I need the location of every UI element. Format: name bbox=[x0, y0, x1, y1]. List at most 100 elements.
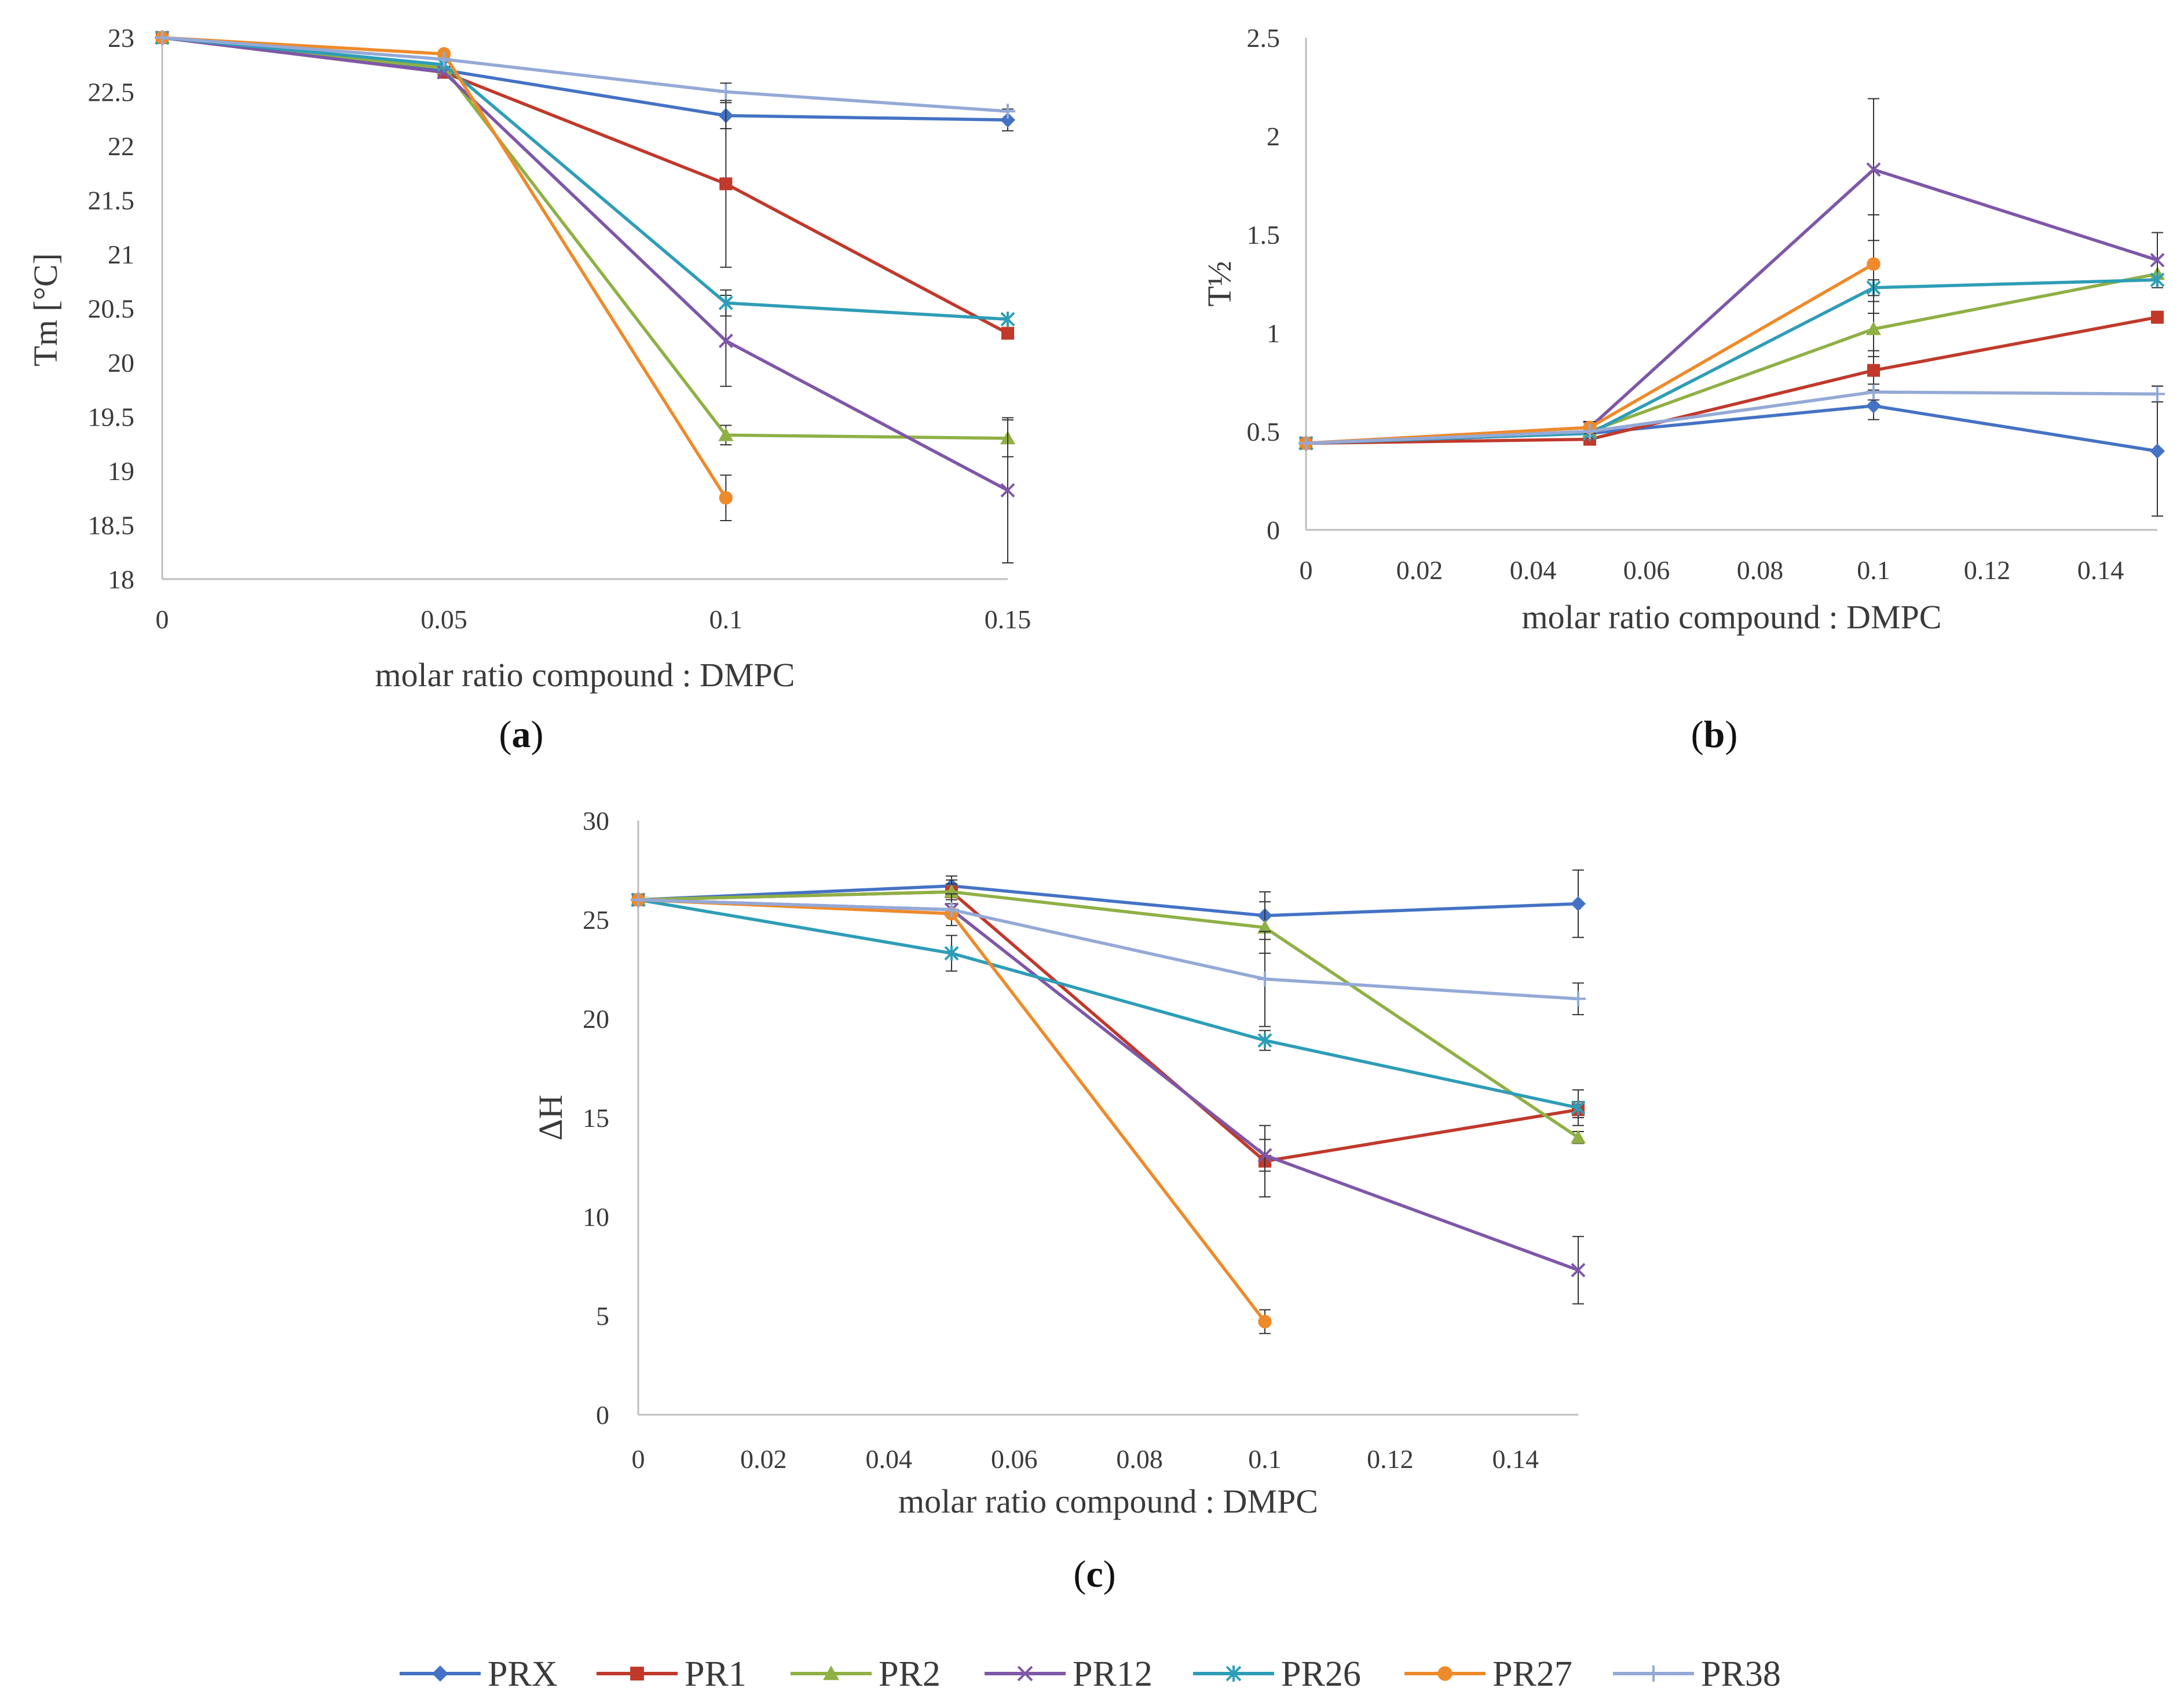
series-pr38 bbox=[631, 892, 1586, 1027]
y-tick-label: 21.5 bbox=[88, 186, 135, 215]
panel-a-chart: 18 18.5 19 19.5 20 20.5 21 21.5 22 22.5 23 0 0.05 0.1… bbox=[27, 23, 1031, 756]
data-point bbox=[1571, 1262, 1586, 1277]
data-point bbox=[1257, 971, 1272, 987]
data-point bbox=[1000, 104, 1015, 119]
data-point bbox=[1001, 327, 1015, 340]
panel-label: (a) bbox=[499, 713, 544, 756]
data-point bbox=[1000, 312, 1015, 327]
legend: PRX PR1 PR2 PR12 PR26 PR27 PR38 bbox=[400, 1654, 1781, 1694]
panel-letter: a bbox=[512, 713, 531, 756]
legend-label: PR27 bbox=[1492, 1654, 1572, 1694]
series-line bbox=[1305, 390, 2158, 445]
y-tick-label: 30 bbox=[583, 806, 609, 836]
legend-label: PR38 bbox=[1701, 1654, 1781, 1694]
data-point bbox=[436, 52, 452, 67]
x-tick-label: 0.08 bbox=[1116, 1444, 1163, 1474]
y-tick-label: 2.5 bbox=[1247, 23, 1281, 53]
series-pr26 bbox=[631, 892, 1586, 1126]
data-point bbox=[1298, 435, 1314, 451]
x-tick-label: 0.14 bbox=[2077, 555, 2124, 585]
x-tick-label: 0.1 bbox=[1857, 555, 1890, 585]
data-point bbox=[1257, 1148, 1272, 1163]
data-point bbox=[718, 427, 734, 441]
y-tick-label: 0.5 bbox=[1247, 417, 1281, 446]
series-pr12 bbox=[631, 892, 1586, 1305]
x-tick-label: 0.15 bbox=[985, 605, 1031, 634]
series-pr38 bbox=[155, 30, 1015, 119]
data-point bbox=[1866, 321, 1881, 335]
y-tick-label: 1.5 bbox=[1247, 220, 1281, 250]
data-point bbox=[631, 892, 646, 907]
x-axis-title: molar ratio compound : DMPC bbox=[375, 656, 795, 694]
panel-c-chart: 0 5 10 15 20 25 30 0 0.02 0.04 0.06 0.08 0.1 0.12 0.14… bbox=[532, 806, 1586, 1595]
y-tick-label: 20.5 bbox=[88, 294, 135, 324]
series-line bbox=[638, 884, 1579, 917]
legend-item-pr2: PR2 bbox=[791, 1654, 941, 1694]
legend-marker bbox=[1225, 1665, 1242, 1682]
data-point bbox=[718, 334, 733, 349]
data-point bbox=[719, 177, 733, 191]
data-point bbox=[1000, 483, 1015, 498]
legend-marker bbox=[1017, 1665, 1033, 1682]
data-point bbox=[1571, 991, 1586, 1006]
x-tick-label: 0.06 bbox=[991, 1444, 1038, 1474]
data-point bbox=[1582, 424, 1597, 439]
data-point bbox=[2150, 444, 2165, 459]
y-tick-label: 19.5 bbox=[88, 402, 135, 432]
data-point bbox=[719, 491, 733, 505]
data-point bbox=[1257, 920, 1272, 934]
data-point bbox=[1571, 1100, 1586, 1115]
legend-item-pr12: PR12 bbox=[985, 1654, 1153, 1694]
x-tick-label: 0.02 bbox=[1396, 555, 1443, 585]
y-tick-label: 5 bbox=[596, 1301, 609, 1331]
data-point bbox=[2150, 252, 2165, 268]
y-axis-title: ΔH bbox=[532, 1094, 569, 1140]
series-line bbox=[1305, 262, 1875, 445]
y-tick-label: 20 bbox=[583, 1004, 609, 1034]
x-tick-label: 0 bbox=[632, 1444, 645, 1474]
data-point bbox=[718, 295, 733, 311]
series-line bbox=[162, 36, 1009, 492]
y-tick-label: 10 bbox=[583, 1202, 609, 1232]
legend-label: PR26 bbox=[1281, 1654, 1361, 1694]
legend-label: PR2 bbox=[879, 1654, 941, 1694]
data-point bbox=[1867, 257, 1881, 271]
legend-item-pr38: PR38 bbox=[1613, 1654, 1781, 1694]
series-line bbox=[638, 890, 1579, 1139]
series-pr1 bbox=[631, 879, 1585, 1198]
legend-item-pr26: PR26 bbox=[1193, 1654, 1361, 1694]
y-tick-label: 22.5 bbox=[88, 78, 135, 107]
panel-letter: b bbox=[1704, 713, 1725, 756]
x-tick-label: 0 bbox=[156, 605, 169, 634]
y-tick-label: 18 bbox=[108, 565, 134, 594]
x-tick-label: 0.04 bbox=[1510, 555, 1557, 585]
x-tick-label: 0.12 bbox=[1964, 555, 2011, 585]
series-pr12 bbox=[1298, 98, 2165, 451]
y-tick-label: 22 bbox=[108, 131, 134, 161]
legend-marker bbox=[1437, 1666, 1453, 1681]
legend-label: PR1 bbox=[685, 1654, 747, 1694]
y-tick-label: 18.5 bbox=[88, 511, 135, 540]
y-axis-title: Tm [°C] bbox=[27, 253, 64, 367]
y-tick-label: 19 bbox=[108, 456, 134, 486]
legend-marker bbox=[432, 1665, 448, 1682]
data-point bbox=[1866, 398, 1881, 413]
x-tick-label: 0.1 bbox=[1248, 1444, 1282, 1474]
y-tick-label: 0 bbox=[1267, 515, 1280, 545]
y-tick-label: 2 bbox=[1267, 122, 1280, 151]
data-point bbox=[2150, 310, 2164, 324]
y-tick-label: 0 bbox=[596, 1400, 609, 1430]
panel-letter: c bbox=[1086, 1553, 1103, 1595]
data-point bbox=[718, 84, 734, 100]
y-tick-label: 25 bbox=[583, 905, 609, 935]
series-line bbox=[162, 36, 1008, 440]
series-line bbox=[1305, 167, 2158, 445]
x-axis-title: molar ratio compound : DMPC bbox=[898, 1482, 1318, 1520]
panel-b-chart: 0 0.5 1 1.5 2 2.5 0 0.02 0.04 0.06 0.08 0.1 0.12 0.14… bbox=[1201, 23, 2165, 756]
series-line bbox=[638, 898, 1579, 1110]
series-pr2 bbox=[1298, 266, 2165, 449]
x-tick-label: 0.06 bbox=[1623, 555, 1670, 585]
legend-label: PR12 bbox=[1073, 1654, 1153, 1694]
y-tick-label: 23 bbox=[108, 23, 134, 53]
